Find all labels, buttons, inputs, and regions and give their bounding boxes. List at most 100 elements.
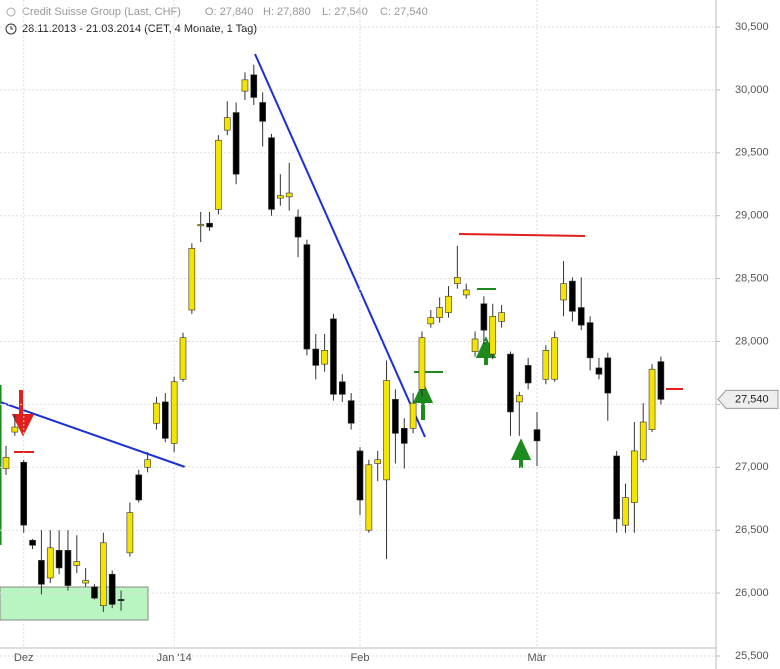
candle-body: [445, 295, 452, 313]
candle-body: [46, 547, 54, 579]
candle-body: [179, 337, 187, 380]
candle-body: [73, 561, 81, 566]
candle-body: [277, 195, 284, 199]
candle-body: [533, 429, 541, 442]
x-tick-label: Feb: [351, 652, 370, 664]
candle-body: [374, 459, 382, 464]
candle-body: [82, 580, 89, 584]
candle-body: [648, 368, 656, 430]
candle-body: [383, 380, 390, 481]
header-field: C: 27,540: [380, 6, 428, 18]
y-tick-label: 29,000: [735, 210, 769, 222]
candle-body: [215, 139, 222, 210]
candle-body: [365, 464, 373, 531]
candle-body: [338, 381, 346, 395]
candle-body: [392, 399, 399, 434]
x-tick-label: Jan '14: [157, 652, 192, 664]
buy-arrow: [510, 438, 532, 468]
y-tick-label: 26,000: [735, 587, 769, 599]
candle-body: [560, 283, 567, 301]
candle-body: [241, 79, 249, 92]
chart-title: Credit Suisse Group (Last, CHF): [22, 6, 181, 18]
candle-body: [38, 560, 45, 585]
header-field: H: 27,880: [263, 6, 311, 18]
candle-body: [117, 599, 125, 601]
y-tick-label: 28,500: [735, 273, 769, 285]
candle-body: [436, 307, 443, 318]
y-tick-label: 27,000: [735, 461, 769, 473]
candle-body: [20, 461, 28, 526]
candle-body: [294, 216, 302, 238]
y-tick-label: 29,500: [735, 147, 769, 159]
candle-body: [595, 367, 603, 375]
candle-body: [577, 307, 585, 326]
trend-line: [254, 53, 426, 438]
candle-body: [489, 316, 497, 355]
header-field: O: 27,840: [205, 6, 253, 18]
candle-body: [330, 318, 337, 395]
candle-body: [604, 357, 612, 394]
price-label: 27,540: [735, 393, 769, 405]
candle-body: [285, 192, 293, 198]
y-tick-label: 28,000: [735, 335, 769, 347]
x-tick-label: Mär: [528, 652, 547, 664]
candle-body: [144, 459, 151, 468]
candle-body: [312, 348, 320, 366]
candle-body: [232, 112, 240, 175]
candle-body: [657, 361, 665, 400]
candle-body: [268, 137, 275, 210]
candle-body: [586, 322, 594, 359]
y-tick-label: 30,500: [735, 21, 769, 33]
candle-body: [170, 381, 178, 444]
candle-body: [250, 74, 258, 98]
candle-body: [153, 402, 160, 424]
annotations: [0, 53, 683, 621]
candle-body: [206, 222, 213, 228]
candle-body: [639, 421, 647, 461]
candle-body: [622, 497, 629, 526]
candle-body: [427, 317, 435, 325]
candle-body: [409, 402, 417, 429]
candle-body: [55, 550, 63, 569]
candle-body: [569, 280, 576, 312]
clock-icon: [5, 23, 17, 35]
candle-body: [515, 395, 523, 403]
resistance-line: [458, 233, 586, 237]
candle-body: [223, 117, 231, 131]
subtitle: 28.11.2013 - 21.03.2014 (CET, 4 Monate, …: [22, 23, 257, 35]
candle-body: [135, 474, 143, 501]
candle-body: [471, 338, 479, 352]
y-tick-label: 26,500: [735, 524, 769, 536]
candle-body: [188, 248, 196, 311]
candle-body: [197, 224, 204, 227]
candle-body: [29, 539, 36, 546]
price-marker: [717, 389, 779, 409]
candle-body: [524, 365, 532, 384]
candle-body: [108, 573, 116, 605]
candle-body: [454, 277, 461, 284]
trend-line: [0, 401, 186, 468]
candle-body: [64, 550, 72, 586]
candle-body: [418, 337, 426, 390]
candle-body: [259, 102, 266, 122]
candle-body: [347, 400, 355, 424]
candle-body: [462, 289, 470, 296]
header-field: L: 27,540: [322, 6, 368, 18]
candle-body: [321, 350, 328, 365]
candle-body: [507, 353, 514, 413]
candle-body: [2, 456, 10, 469]
candle-body: [400, 428, 408, 444]
clock-icon: [10, 26, 13, 30]
y-tick-label: 25,500: [735, 650, 769, 662]
candle-body: [631, 450, 638, 503]
y-tick-label: 30,000: [735, 84, 769, 96]
candle-body: [100, 542, 107, 606]
candle-body: [356, 450, 364, 501]
support-zone: [0, 586, 149, 621]
candle-body: [542, 350, 550, 380]
candle-body: [162, 401, 169, 439]
logo-icon: [6, 7, 16, 17]
candle-body: [91, 586, 98, 599]
candle-body: [303, 244, 311, 350]
